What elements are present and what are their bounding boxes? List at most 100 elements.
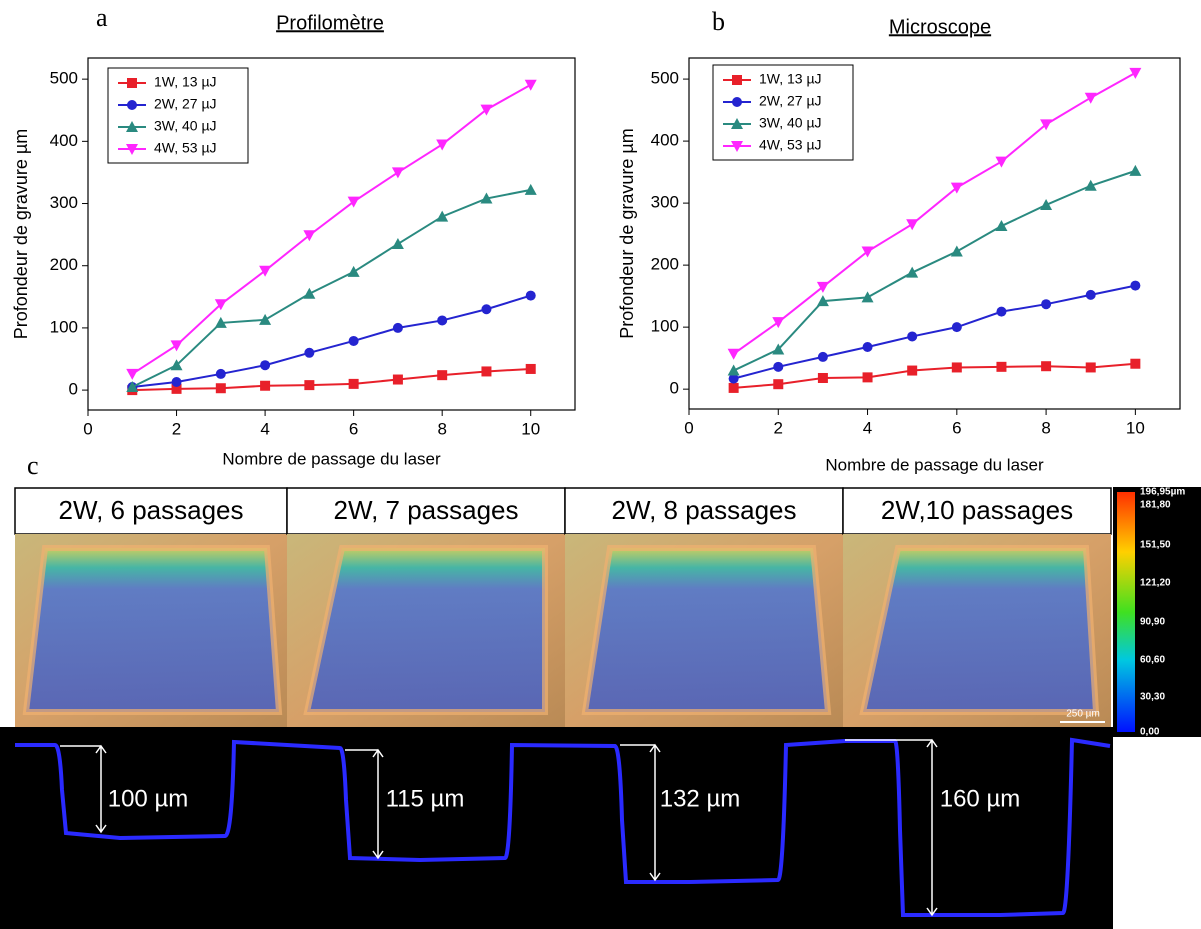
y-tick-label: 200 [651, 255, 679, 274]
legend-label: 3W, 40 µJ [759, 115, 822, 131]
legend-marker [732, 97, 742, 107]
y-tick-label: 300 [651, 193, 679, 212]
x-tick-label: 8 [1041, 418, 1050, 437]
image-caption: 2W,10 passages [881, 495, 1073, 525]
x-tick-label: 4 [863, 418, 872, 437]
marker [214, 299, 227, 311]
y-axis-label: Profondeur de gravure µm [11, 129, 31, 339]
y-tick-label: 300 [50, 193, 78, 212]
legend-label: 2W, 27 µJ [759, 93, 822, 109]
depth-label: 132 µm [660, 785, 741, 812]
marker [1085, 362, 1096, 373]
marker [524, 183, 537, 195]
series-line [733, 72, 1136, 355]
marker [950, 182, 963, 194]
marker [304, 380, 315, 391]
depth-label: 115 µm [386, 785, 465, 812]
marker [995, 156, 1008, 168]
marker [391, 167, 404, 179]
marker [525, 290, 536, 301]
marker [772, 317, 785, 329]
colorbar [1117, 492, 1135, 732]
colorbar-label: 60,60 [1140, 655, 1165, 666]
plot-frame [688, 57, 1181, 410]
y-tick-label: 500 [50, 69, 78, 88]
x-tick-label: 8 [437, 419, 446, 438]
marker [392, 322, 403, 333]
series-line [131, 188, 531, 388]
marker [862, 372, 873, 383]
depth-label: 160 µm [940, 785, 1021, 812]
marker [436, 210, 449, 222]
series-line [733, 284, 1136, 380]
panel-c: c [0, 451, 1113, 929]
panel-label: b [712, 7, 725, 36]
marker [861, 291, 874, 303]
legend-label: 4W, 53 µJ [154, 140, 217, 156]
marker [303, 287, 316, 299]
x-axis-label: Nombre de passage du laser [222, 449, 441, 468]
depth-arrows [60, 738, 938, 917]
chart-title: Microscope [889, 16, 991, 38]
colorbar-label: 0,00 [1140, 727, 1160, 738]
marker [772, 343, 785, 355]
engraved-pit [585, 548, 828, 712]
marker [171, 383, 182, 394]
series-line [733, 169, 1136, 372]
legend-marker [732, 75, 742, 85]
y-tick-label: 400 [651, 131, 679, 150]
series-line [132, 367, 531, 392]
x-tick-label: 2 [774, 418, 783, 437]
x-axis-label: Nombre de passage du laser [825, 455, 1044, 474]
colorbar-label: 181,80 [1140, 500, 1171, 511]
marker [1040, 198, 1053, 210]
marker [1085, 289, 1096, 300]
colorbar-label: 196,95µm [1140, 487, 1185, 498]
marker [303, 230, 316, 242]
colorbar-label: 90,90 [1140, 617, 1165, 628]
marker [1129, 67, 1142, 79]
x-tick-label: 10 [521, 419, 540, 438]
marker [391, 237, 404, 249]
series-line [733, 362, 1136, 389]
pit-rim [22, 545, 283, 715]
marker [862, 341, 873, 352]
pit-rim [581, 545, 832, 715]
marker [951, 362, 962, 373]
series-line [131, 83, 532, 375]
marker [260, 360, 271, 371]
marker [525, 363, 536, 374]
marker [996, 306, 1007, 317]
marker [524, 79, 537, 91]
pit-rim [859, 545, 1100, 715]
marker [861, 246, 874, 258]
x-tick-label: 4 [260, 419, 269, 438]
marker [1084, 92, 1097, 104]
marker [1041, 361, 1052, 372]
marker [259, 265, 272, 277]
y-tick-label: 400 [50, 131, 78, 150]
marker [480, 192, 493, 204]
marker [728, 373, 739, 384]
x-tick-label: 0 [684, 418, 693, 437]
colorbar-label: 30,30 [1140, 692, 1165, 703]
marker [1130, 280, 1141, 291]
x-tick-label: 10 [1126, 418, 1145, 437]
legend-marker [126, 144, 138, 155]
x-tick-label: 6 [952, 418, 961, 437]
engraved-pit [26, 548, 279, 712]
marker [727, 364, 740, 376]
legend-label: 1W, 13 µJ [759, 71, 822, 87]
legend-marker [126, 121, 138, 132]
marker [481, 304, 492, 315]
marker [996, 361, 1007, 372]
marker [995, 220, 1008, 232]
marker [907, 331, 918, 342]
colorbar-label: 121,20 [1140, 578, 1171, 589]
marker [215, 368, 226, 379]
marker [437, 370, 448, 381]
marker [347, 196, 360, 208]
y-tick-label: 200 [50, 255, 78, 274]
legend-marker [127, 78, 137, 88]
